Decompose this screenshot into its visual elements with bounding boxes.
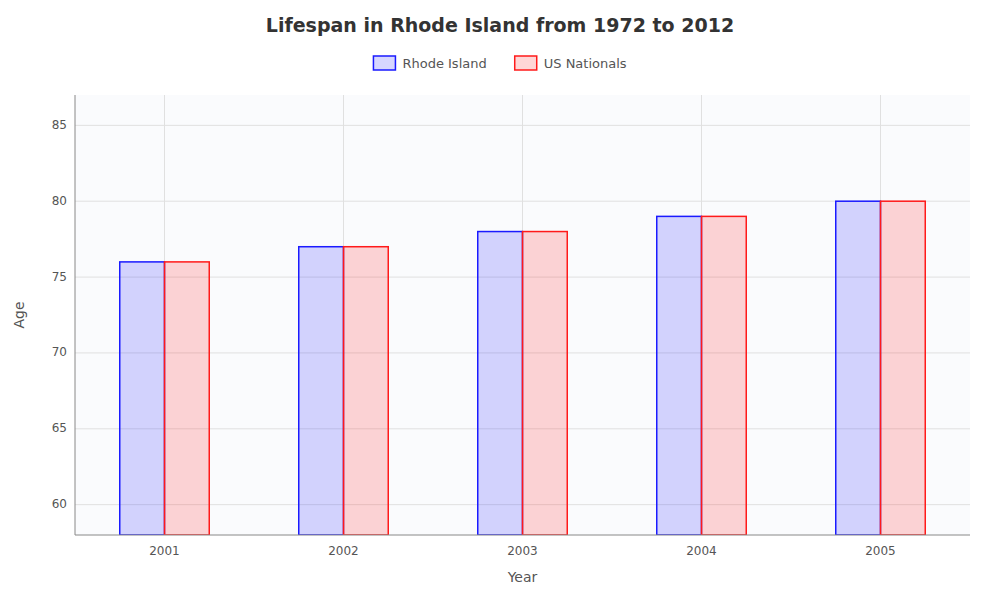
x-tick-label: 2004 bbox=[686, 544, 717, 558]
y-axis-line bbox=[75, 95, 76, 535]
y-tick-label: 65 bbox=[52, 421, 67, 435]
legend-label: Rhode Island bbox=[402, 56, 486, 71]
x-tick-label: 2002 bbox=[328, 544, 359, 558]
y-tick-label: 85 bbox=[52, 118, 67, 132]
legend-item: US Nationals bbox=[515, 56, 627, 71]
bar bbox=[657, 216, 702, 535]
chart-container: 60 65 70 75 80 85 2001 2002 2003 2004 2005 Lifespan… bbox=[0, 0, 1000, 600]
bar bbox=[523, 232, 568, 535]
legend-item: Rhode Island bbox=[373, 56, 486, 71]
legend: Rhode Island US Nationals bbox=[373, 56, 626, 71]
y-tick-label: 60 bbox=[52, 497, 67, 511]
bar bbox=[120, 262, 165, 535]
x-axis-line bbox=[75, 535, 970, 536]
bar bbox=[344, 247, 389, 535]
x-axis-label: Year bbox=[507, 569, 538, 585]
plot-background bbox=[75, 95, 970, 535]
y-tick-label: 80 bbox=[52, 194, 67, 208]
legend-swatch bbox=[515, 56, 537, 70]
bar bbox=[299, 247, 344, 535]
y-tick-label: 70 bbox=[52, 345, 67, 359]
x-tick-label: 2003 bbox=[507, 544, 538, 558]
grid bbox=[75, 95, 970, 535]
title: Lifespan in Rhode Island from 1972 to 20… bbox=[266, 14, 734, 36]
bar bbox=[702, 216, 747, 535]
y-tick-label: 75 bbox=[52, 270, 67, 284]
legend-swatch bbox=[373, 56, 395, 70]
bar bbox=[165, 262, 210, 535]
legend-label: US Nationals bbox=[544, 56, 627, 71]
x-tick-label: 2005 bbox=[865, 544, 896, 558]
y-axis-label: Age bbox=[11, 301, 27, 328]
chart: 60 65 70 75 80 85 2001 2002 2003 2004 2005 Lifespan… bbox=[0, 0, 1000, 600]
bars bbox=[120, 201, 926, 535]
tick-labels: 60 65 70 75 80 85 2001 2002 2003 2004 2005 bbox=[52, 118, 896, 558]
bar bbox=[881, 201, 926, 535]
x-tick-label: 2001 bbox=[149, 544, 180, 558]
bar bbox=[478, 232, 523, 535]
bar bbox=[836, 201, 881, 535]
